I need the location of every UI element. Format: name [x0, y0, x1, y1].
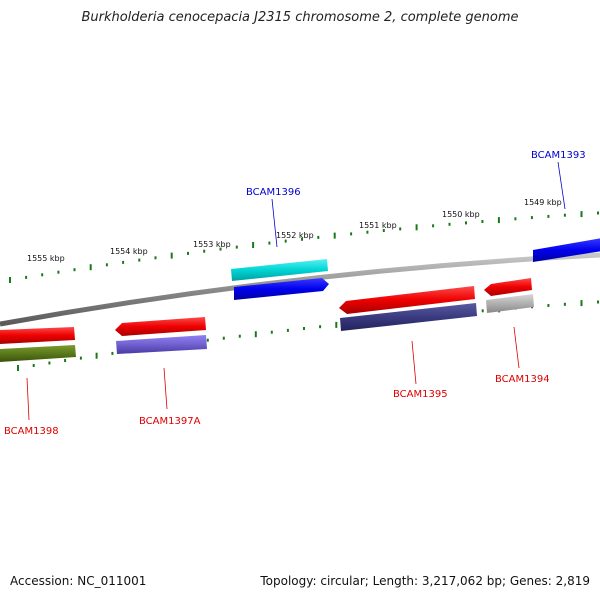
- gene-feature-bcam1396[interactable]: [234, 278, 329, 300]
- leader-line-bcam1395: [411, 340, 417, 385]
- gene-label-bcam1395[interactable]: BCAM1395: [393, 389, 448, 400]
- leader-line-bcam1394: [513, 326, 520, 369]
- cog-feature-bcam1397a: [116, 335, 207, 354]
- inner-ruler-ticks: [17, 300, 599, 371]
- gene-label-bcam1393[interactable]: BCAM1393: [531, 150, 586, 161]
- cog-feature-bcam1394: [486, 294, 534, 313]
- gene-feature-bcam1398[interactable]: [0, 327, 75, 344]
- ruler-label: 1551 kbp: [359, 221, 397, 230]
- leader-line-bcam1396: [271, 198, 278, 248]
- gene-label-bcam1396[interactable]: BCAM1396: [246, 187, 301, 198]
- gene-feature-bcam1394[interactable]: [484, 278, 532, 296]
- outer-ruler-ticks: [9, 211, 599, 283]
- gene-label-bcam1394[interactable]: BCAM1394: [495, 374, 550, 385]
- cog-feature-bcam1395: [340, 303, 477, 331]
- leader-line-bcam1397a: [163, 367, 168, 410]
- gene-label-bcam1398[interactable]: BCAM1398: [4, 426, 59, 437]
- accession-text: Accession: NC_011001: [10, 574, 147, 588]
- leader-line-bcam1393: [557, 161, 566, 210]
- map-title: Burkholderia cenocepacia J2315 chromosom…: [81, 10, 519, 25]
- cog-feature-bcam1398: [0, 345, 76, 362]
- rna-feature-bcam1396[interactable]: [231, 259, 328, 281]
- ruler-label: 1552 kbp: [276, 231, 314, 240]
- gene-label-bcam1397a[interactable]: BCAM1397A: [139, 416, 201, 427]
- ruler-label: 1554 kbp: [110, 247, 148, 256]
- ruler-label: 1553 kbp: [193, 240, 231, 249]
- ruler-label: 1555 kbp: [27, 254, 65, 263]
- backbone-arc: [0, 252, 600, 327]
- gene-feature-bcam1397a[interactable]: [115, 317, 206, 336]
- genome-summary-text: Topology: circular; Length: 3,217,062 bp…: [260, 574, 590, 588]
- gene-feature-bcam1393[interactable]: [533, 238, 600, 262]
- ruler-label: 1549 kbp: [524, 198, 562, 207]
- gene-feature-bcam1395[interactable]: [339, 286, 475, 314]
- leader-line-bcam1398: [26, 377, 30, 421]
- ruler-label: 1550 kbp: [442, 210, 480, 219]
